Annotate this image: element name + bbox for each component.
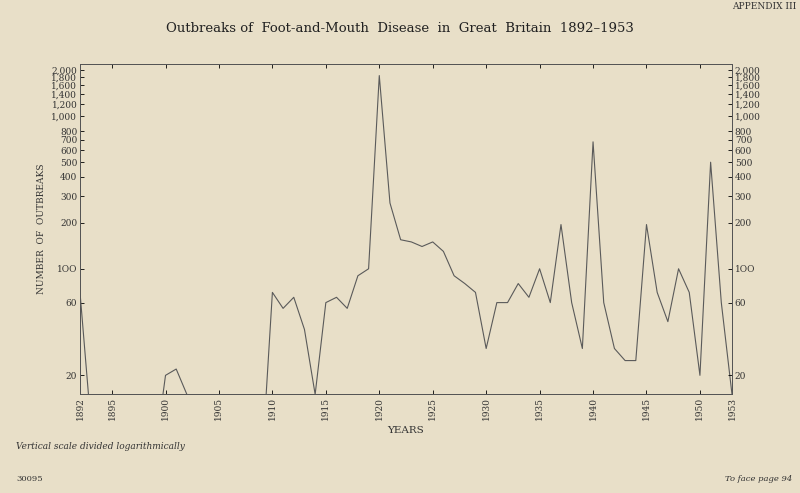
X-axis label: YEARS: YEARS — [388, 426, 424, 435]
Text: 30095: 30095 — [16, 475, 42, 483]
Text: Outbreaks of  Foot-and-Mouth  Disease  in  Great  Britain  1892–1953: Outbreaks of Foot-and-Mouth Disease in G… — [166, 22, 634, 35]
Text: Vertical scale divided logarithmically: Vertical scale divided logarithmically — [16, 442, 185, 451]
Y-axis label: NUMBER  OF  OUTBREAKS: NUMBER OF OUTBREAKS — [37, 164, 46, 294]
Text: APPENDIX III: APPENDIX III — [732, 2, 796, 11]
Text: To face page 94: To face page 94 — [725, 475, 792, 483]
